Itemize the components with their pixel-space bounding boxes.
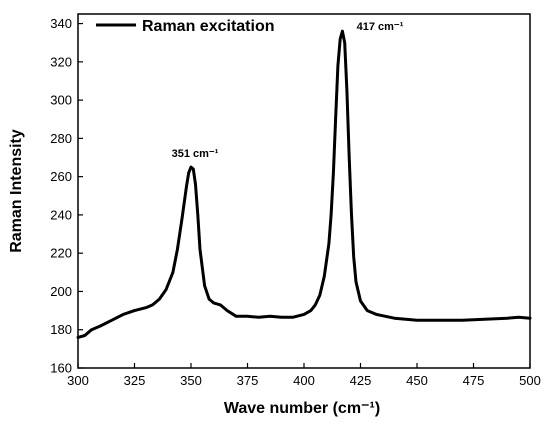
legend-label: Raman excitation — [142, 18, 274, 35]
x-tick-label: 400 — [293, 373, 315, 388]
x-axis-title: Wave number (cm⁻¹) — [224, 400, 380, 417]
x-tick-label: 325 — [124, 373, 146, 388]
y-tick-label: 180 — [50, 322, 72, 337]
y-tick-label: 300 — [50, 93, 72, 108]
x-tick-label: 450 — [406, 373, 428, 388]
plot-frame — [77, 13, 531, 369]
y-tick-label: 200 — [50, 284, 72, 299]
y-tick-label: 260 — [50, 169, 72, 184]
x-tick-label: 425 — [350, 373, 372, 388]
x-tick-label: 475 — [463, 373, 485, 388]
legend: Raman excitation — [96, 18, 274, 35]
x-ticks: 300 325 350 375 400 425 450 475 500 — [67, 363, 541, 388]
x-tick-label: 350 — [180, 373, 202, 388]
x-tick-label: 500 — [519, 373, 541, 388]
series-line-0 — [76, 29, 532, 339]
peak-annotation-351: 351 cm⁻¹ — [172, 148, 219, 160]
y-tick-label: 320 — [50, 54, 72, 69]
series-lines — [76, 29, 532, 339]
y-tick-label: 240 — [50, 207, 72, 222]
peak-annotation-417: 417 cm⁻¹ — [357, 21, 404, 33]
x-tick-label: 300 — [67, 373, 89, 388]
y-ticks: 160 180 200 220 240 260 280 300 320 340 — [50, 16, 83, 376]
x-tick-label: 375 — [237, 373, 259, 388]
y-axis-title: Raman Intensity — [8, 129, 25, 253]
y-tick-label: 340 — [50, 16, 72, 31]
y-tick-label: 160 — [50, 361, 72, 376]
y-tick-label: 280 — [50, 131, 72, 146]
y-tick-label: 220 — [50, 246, 72, 261]
